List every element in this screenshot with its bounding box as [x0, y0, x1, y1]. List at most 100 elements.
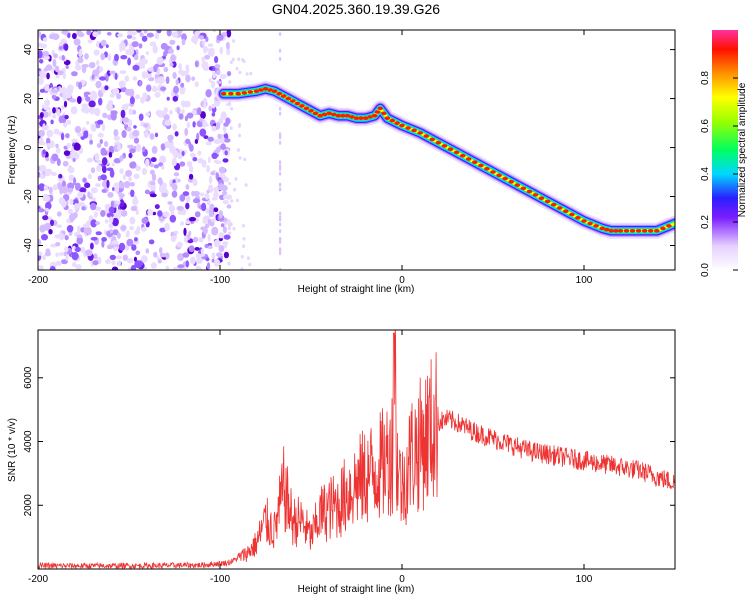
noise-scatter [38, 30, 282, 270]
ridge-peak [660, 226, 666, 231]
noise-blob [52, 58, 57, 68]
noise-blob [184, 127, 189, 136]
noise-blob [153, 251, 158, 258]
ridge-peak [294, 101, 301, 106]
noise-blob [229, 222, 233, 226]
noise-blob [128, 88, 135, 98]
noise-blob [160, 143, 166, 151]
ridge-peak [599, 226, 605, 231]
noise-blob [201, 61, 209, 70]
noise-blob [133, 173, 140, 180]
ridge-peak [617, 229, 624, 233]
ridge-peak [299, 104, 305, 108]
y-tick-label: -20 [23, 189, 34, 204]
ridge-peak [514, 183, 521, 187]
noise-blob [62, 72, 66, 80]
noise-blob [119, 199, 125, 208]
noise-blob [117, 143, 121, 152]
noise-blob [65, 65, 69, 69]
noise-blob [177, 210, 184, 215]
ridge-peak [312, 111, 319, 116]
noise-blob [42, 111, 49, 118]
ridge-peak [362, 116, 369, 120]
x-tick-label: -100 [210, 574, 230, 585]
noise-blob [125, 49, 130, 55]
colorbar-tick-label: 0.4 [700, 167, 711, 181]
frequency-ridge [215, 80, 675, 239]
ridge-peak [411, 128, 417, 133]
noise-blob [120, 225, 127, 231]
noise-blob [238, 70, 242, 75]
noise-blob [96, 60, 100, 66]
noise-blob [157, 210, 163, 217]
noise-blob [145, 158, 150, 167]
noise-blob [72, 158, 76, 162]
noise-blob [169, 214, 177, 223]
noise-blob [46, 129, 54, 138]
ridge-peak [581, 219, 587, 223]
noise-blob [65, 133, 70, 139]
noise-blob [101, 157, 108, 166]
ridge-peak [417, 131, 424, 135]
noise-blob [164, 141, 172, 149]
noise-blob [162, 211, 170, 218]
noise-blob [207, 245, 213, 249]
noise-blob [219, 46, 224, 55]
noise-blob [210, 80, 216, 89]
noise-blob [83, 130, 89, 139]
noise-blob [150, 262, 157, 269]
noise-blob [133, 137, 140, 144]
noise-blob [78, 81, 83, 90]
noise-blob [52, 114, 57, 119]
noise-blob [99, 139, 104, 144]
noise-blob [62, 160, 69, 167]
noise-blob [72, 32, 77, 40]
noise-blob [147, 67, 154, 72]
y-tick-label: 6000 [23, 366, 34, 389]
noise-blob [87, 173, 92, 180]
noise-blob [107, 53, 112, 61]
ridge-peak [326, 111, 333, 116]
x-tick-label: 0 [399, 574, 405, 585]
noise-blob [48, 186, 53, 194]
noise-blob [97, 132, 104, 138]
ridge-peak [538, 196, 545, 200]
noise-blob [242, 237, 246, 241]
noise-blob [181, 38, 186, 46]
noise-blob [69, 98, 77, 103]
noise-blob [145, 84, 152, 92]
noise-blob [189, 165, 194, 173]
noise-blob [156, 30, 162, 34]
noise-blob [185, 202, 190, 210]
noise-blob [81, 103, 88, 108]
colorbar-tick-label: 0.8 [700, 71, 711, 85]
noise-blob [38, 137, 44, 146]
noise-blob [211, 258, 215, 263]
noise-blob [109, 229, 114, 234]
noise-blob [197, 150, 202, 156]
noise-blob [146, 32, 154, 38]
ridge-peak [569, 212, 575, 217]
noise-blob [73, 177, 77, 186]
noise-blob [193, 33, 199, 39]
noise-blob [213, 186, 220, 193]
noise-blob [42, 37, 48, 42]
noise-blob [182, 252, 190, 258]
noise-blob [235, 66, 239, 71]
noise-blob [135, 144, 142, 152]
noise-blob [176, 45, 180, 51]
noise-blob [90, 258, 94, 267]
noise-blob [228, 231, 232, 235]
ridge-peak [593, 224, 599, 228]
y-tick-label: 20 [23, 93, 34, 105]
noise-blob [51, 153, 59, 162]
noise-blob [87, 191, 91, 199]
noise-blob [232, 39, 236, 43]
noise-blob [154, 77, 161, 84]
noise-blob [113, 129, 119, 137]
noise-blob [199, 128, 207, 137]
ridge-peak [303, 106, 310, 111]
noise-blob [67, 32, 71, 39]
noise-blob [55, 242, 61, 247]
noise-blob [194, 139, 199, 144]
